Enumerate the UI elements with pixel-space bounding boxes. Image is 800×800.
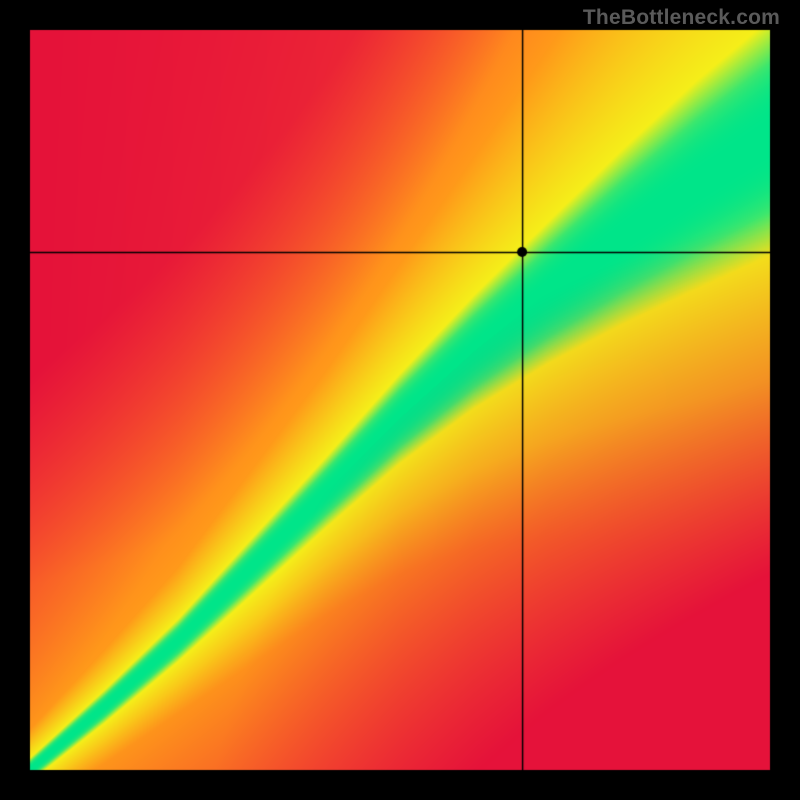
- watermark-text: TheBottleneck.com: [583, 6, 780, 30]
- heatmap-canvas: [0, 0, 800, 800]
- figure-root: TheBottleneck.com: [0, 0, 800, 800]
